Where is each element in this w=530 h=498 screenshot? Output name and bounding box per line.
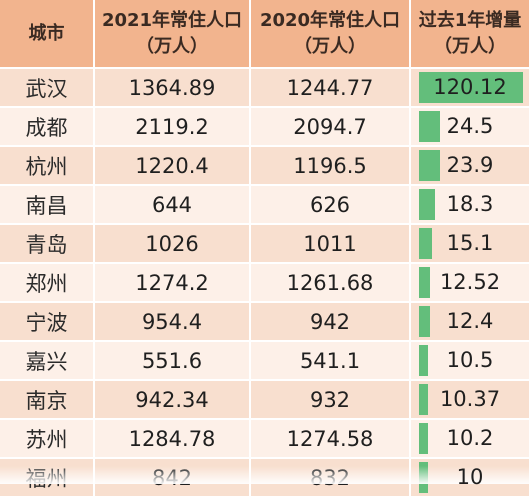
- increase-data-bar: [419, 267, 430, 298]
- pop2021-cell: 842: [94, 458, 251, 498]
- table-row: 南昌 644 626 18.3: [0, 185, 530, 225]
- increase-data-bar: [419, 111, 440, 142]
- city-cell: 南昌: [0, 185, 95, 225]
- increase-cell: 24.5: [410, 107, 530, 147]
- city-cell: 武汉: [0, 68, 95, 108]
- header-pop2021: 2021年常住人口 （万人）: [94, 0, 251, 69]
- increase-value: 10.5: [446, 348, 494, 372]
- city-cell: 福州: [0, 458, 95, 498]
- header-city: 城市: [0, 0, 95, 69]
- increase-cell: 10.5: [410, 341, 530, 381]
- city-cell: 苏州: [0, 419, 95, 459]
- increase-cell: 10.37: [410, 380, 530, 420]
- header-pop2020-line-2: （万人）: [294, 35, 366, 57]
- city-cell: 嘉兴: [0, 341, 95, 381]
- increase-cell: 10: [410, 458, 530, 498]
- table-row: 武汉 1364.89 1244.77 120.12: [0, 68, 530, 108]
- increase-cell: 18.3: [410, 185, 530, 225]
- table-row: 嘉兴 551.6 541.1 10.5: [0, 341, 530, 381]
- pop2021-cell: 1284.78: [94, 419, 251, 459]
- increase-data-bar: [419, 72, 523, 103]
- increase-value: 120.12: [433, 75, 507, 99]
- pop2021-cell: 644: [94, 185, 251, 225]
- increase-data-bar: [419, 345, 428, 376]
- table-row: 苏州 1284.78 1274.58 10.2: [0, 419, 530, 459]
- pop2021-cell: 1274.2: [94, 263, 251, 303]
- pop2020-cell: 932: [250, 380, 411, 420]
- increase-value: 10.37: [439, 387, 501, 411]
- increase-cell: 23.9: [410, 146, 530, 186]
- pop2020-cell: 1011: [250, 224, 411, 264]
- pop2020-cell: 626: [250, 185, 411, 225]
- pop2020-cell: 541.1: [250, 341, 411, 381]
- increase-data-bar: [419, 189, 435, 220]
- increase-cell: 120.12: [410, 68, 530, 108]
- header-pop2020: 2020年常住人口 （万人）: [250, 0, 411, 69]
- header-increase-line-2: （万人）: [434, 35, 506, 57]
- pop2020-cell: 942: [250, 302, 411, 342]
- header-pop2021-line-1: 2021年常住人口: [101, 9, 243, 31]
- city-cell: 青岛: [0, 224, 95, 264]
- pop2021-cell: 2119.2: [94, 107, 251, 147]
- pop2021-cell: 1026: [94, 224, 251, 264]
- city-cell: 宁波: [0, 302, 95, 342]
- increase-value: 10.2: [446, 426, 494, 450]
- city-cell: 郑州: [0, 263, 95, 303]
- pop2020-cell: 1196.5: [250, 146, 411, 186]
- increase-value: 15.1: [446, 231, 494, 255]
- pop2021-cell: 1364.89: [94, 68, 251, 108]
- table-row: 宁波 954.4 942 12.4: [0, 302, 530, 342]
- pop2020-cell: 1261.68: [250, 263, 411, 303]
- table-row: 郑州 1274.2 1261.68 12.52: [0, 263, 530, 303]
- increase-data-bar: [419, 228, 432, 259]
- increase-value: 24.5: [446, 114, 494, 138]
- table-row: 青岛 1026 1011 15.1: [0, 224, 530, 264]
- increase-value: 12.4: [446, 309, 494, 333]
- table-row: 南京 942.34 932 10.37: [0, 380, 530, 420]
- header-increase-line-1: 过去1年增量: [418, 9, 522, 31]
- increase-value: 23.9: [446, 153, 494, 177]
- city-cell: 杭州: [0, 146, 95, 186]
- city-cell: 南京: [0, 380, 95, 420]
- header-pop2021-line-2: （万人）: [136, 35, 208, 57]
- header-city-line-1: 城市: [28, 22, 65, 44]
- increase-cell: 12.52: [410, 263, 530, 303]
- header-pop2020-line-1: 2020年常住人口: [259, 9, 401, 31]
- header-increase: 过去1年增量 （万人）: [410, 0, 530, 69]
- pop2020-cell: 832: [250, 458, 411, 498]
- table-row: 杭州 1220.4 1196.5 23.9: [0, 146, 530, 186]
- table-body: 武汉 1364.89 1244.77 120.12 成都 2119.2 2094.7 24.5…: [0, 68, 530, 498]
- increase-value: 10: [456, 465, 484, 489]
- pop2021-cell: 1220.4: [94, 146, 251, 186]
- pop2021-cell: 954.4: [94, 302, 251, 342]
- header-row: 城市 2021年常住人口 （万人） 2020年常住人口 （万人） 过去1年增量 …: [0, 0, 530, 69]
- increase-data-bar: [419, 150, 440, 181]
- pop2021-cell: 942.34: [94, 380, 251, 420]
- pop2020-cell: 1274.58: [250, 419, 411, 459]
- increase-cell: 10.2: [410, 419, 530, 459]
- increase-cell: 15.1: [410, 224, 530, 264]
- table-row: 成都 2119.2 2094.7 24.5: [0, 107, 530, 147]
- pop2020-cell: 2094.7: [250, 107, 411, 147]
- increase-data-bar: [419, 384, 428, 415]
- increase-data-bar: [419, 306, 430, 337]
- increase-value: 18.3: [446, 192, 494, 216]
- pop2021-cell: 551.6: [94, 341, 251, 381]
- city-cell: 成都: [0, 107, 95, 147]
- increase-data-bar: [419, 423, 428, 454]
- increase-value: 12.52: [439, 270, 501, 294]
- table-row: 福州 842 832 10: [0, 458, 530, 498]
- pop2020-cell: 1244.77: [250, 68, 411, 108]
- increase-cell: 12.4: [410, 302, 530, 342]
